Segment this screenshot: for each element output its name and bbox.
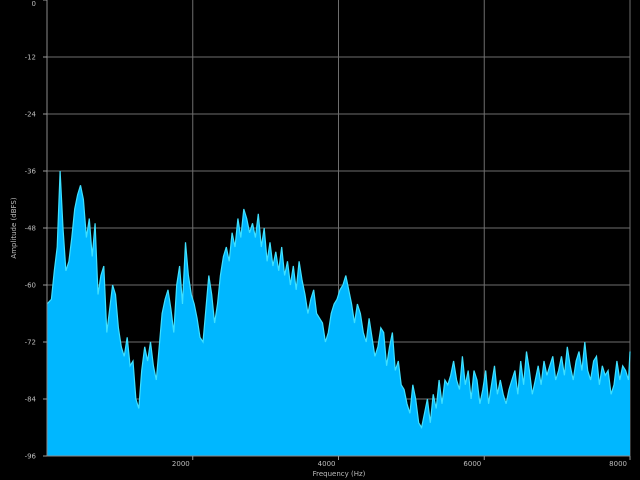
spectrum-line (46, 170, 631, 430)
y-tick-label: -72 (25, 339, 36, 347)
spectrum-area-layer (46, 170, 631, 456)
y-tick-label: -12 (25, 54, 36, 62)
y-tick-label: -36 (25, 168, 37, 176)
x-tick-label: 6000 (463, 460, 481, 468)
y-tick-label: -24 (25, 111, 37, 119)
y-tick-label: -96 (25, 453, 37, 461)
y-tick-group: 0 -12 -24 -36 -48 -60 -72 -84 -96 (25, 0, 47, 461)
y-tick-label: -60 (25, 282, 36, 290)
x-axis-title: Frequency (Hz) (313, 470, 366, 478)
x-tick-group: 2000 4000 6000 8000 (172, 456, 631, 468)
y-axis-title: Amplitude (dBFS) (10, 197, 18, 258)
y-tick-label: -84 (25, 396, 37, 404)
y-tick-label: 0 (32, 0, 36, 8)
x-tick-label: 2000 (172, 460, 190, 468)
x-tick-label: 4000 (318, 460, 336, 468)
y-tick-label: -48 (25, 225, 36, 233)
x-tick-label: 8000 (609, 460, 627, 468)
spectrum-area (47, 171, 630, 456)
